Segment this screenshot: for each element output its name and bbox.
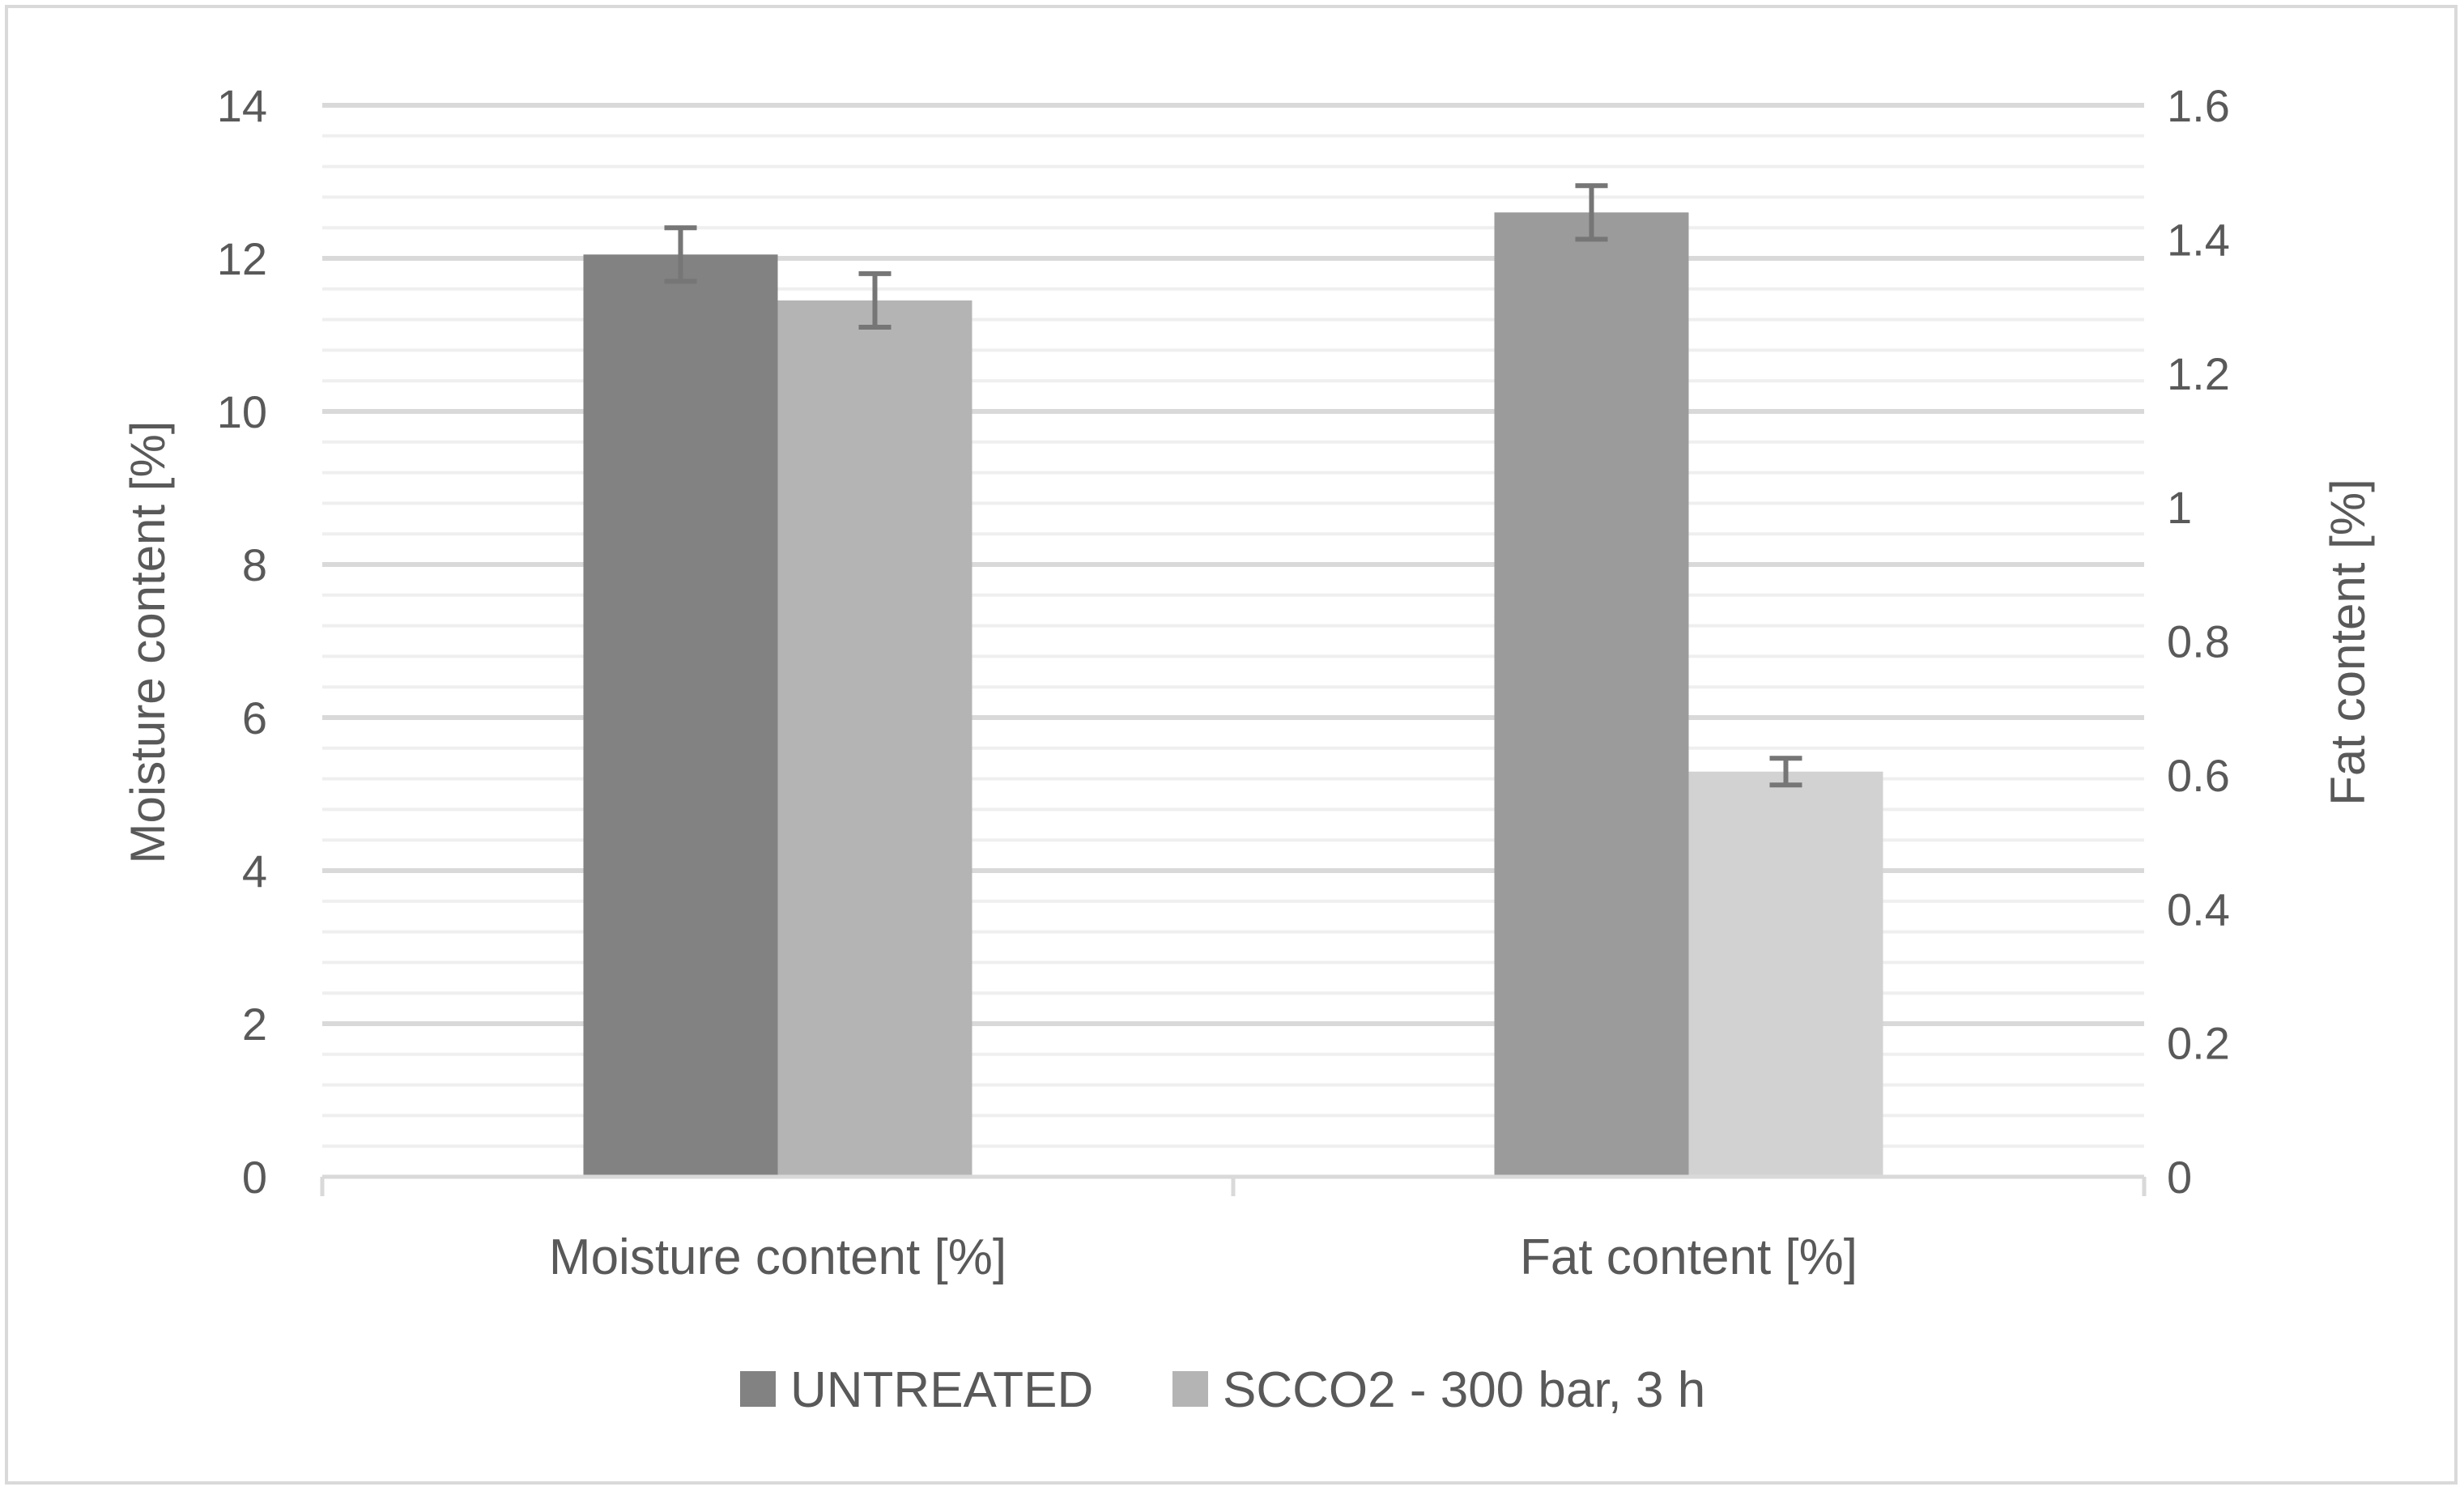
y2-tick-label: 1.4 [2167, 214, 2230, 265]
y2-tick-label: 1 [2167, 482, 2192, 533]
y2-tick-label: 0.8 [2167, 616, 2230, 667]
y-tick-label: 8 [242, 539, 267, 590]
error-bars [664, 183, 1802, 788]
y-tick-label: 6 [242, 692, 267, 743]
y2-tick-label: 1.2 [2167, 348, 2230, 399]
error-bar [1575, 183, 1608, 242]
category-label: Fat content [%] [1520, 1229, 1858, 1285]
y2-axis-title: Fat content [%] [2321, 479, 2375, 806]
y2-axis-ticks: 0 0.2 0.4 0.6 0.8 1 1.2 1.4 1.6 [2167, 80, 2230, 1203]
error-bar [1769, 756, 1802, 788]
y-axis-ticks: 0 2 4 6 8 10 12 14 [217, 80, 267, 1203]
chart-frame [5, 5, 2458, 1485]
y-tick-label: 0 [242, 1152, 267, 1203]
legend-label-untreated: UNTREATED [790, 1362, 1093, 1418]
y2-tick-label: 1.6 [2167, 80, 2230, 131]
y2-tick-label: 0.4 [2167, 884, 2230, 935]
category-labels: Moisture content [%] Fat content [%] [549, 1229, 1858, 1285]
category-label: Moisture content [%] [549, 1229, 1006, 1285]
y-axis-title: Moisture content [%] [121, 421, 175, 864]
bars [583, 212, 1883, 1178]
y-tick-label: 2 [242, 999, 267, 1050]
error-bar [664, 225, 697, 284]
bar [777, 300, 972, 1178]
bar [583, 254, 778, 1177]
y-tick-label: 12 [217, 233, 267, 284]
y-tick-label: 10 [217, 386, 267, 437]
error-bar [858, 271, 892, 330]
y-tick-label: 14 [217, 80, 267, 131]
bar [1494, 212, 1689, 1177]
axes [320, 1174, 2147, 1196]
bar [1688, 771, 1883, 1177]
y2-tick-label: 0.2 [2167, 1018, 2230, 1069]
legend-label-scco2: SCCO2 - 300 bar, 3 h [1223, 1362, 1705, 1418]
legend: UNTREATED SCCO2 - 300 bar, 3 h [740, 1362, 1705, 1418]
y2-tick-label: 0.6 [2167, 750, 2230, 801]
y-tick-label: 4 [242, 846, 267, 897]
y2-tick-label: 0 [2167, 1152, 2192, 1203]
legend-swatch-untreated [740, 1371, 776, 1407]
legend-swatch-scco2 [1172, 1371, 1208, 1407]
